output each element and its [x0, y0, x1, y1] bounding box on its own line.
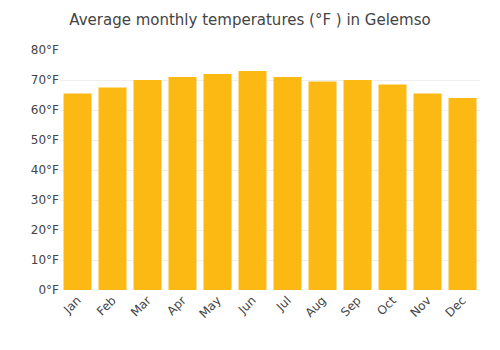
svg-text:Average monthly temperatures (: Average monthly temperatures (°F ) in Ge…: [69, 11, 430, 29]
svg-text:Apr: Apr: [164, 293, 189, 318]
svg-text:20°F: 20°F: [31, 223, 59, 237]
svg-text:60°F: 60°F: [31, 103, 59, 117]
svg-text:30°F: 30°F: [31, 193, 59, 207]
svg-text:50°F: 50°F: [31, 133, 59, 147]
svg-text:Jul: Jul: [273, 293, 294, 314]
svg-text:40°F: 40°F: [31, 163, 59, 177]
svg-text:10°F: 10°F: [31, 253, 59, 267]
svg-text:Oct: Oct: [374, 293, 399, 318]
svg-text:May: May: [196, 293, 223, 320]
svg-text:70°F: 70°F: [31, 73, 59, 87]
svg-text:Jun: Jun: [235, 293, 259, 317]
svg-text:0°F: 0°F: [38, 283, 59, 297]
svg-text:Jan: Jan: [60, 293, 84, 317]
svg-text:Feb: Feb: [94, 293, 119, 318]
svg-text:Nov: Nov: [407, 293, 433, 319]
svg-text:80°F: 80°F: [31, 43, 59, 57]
svg-text:Mar: Mar: [128, 293, 154, 319]
svg-text:Sep: Sep: [338, 293, 364, 319]
svg-text:Dec: Dec: [443, 293, 469, 319]
svg-text:Aug: Aug: [302, 293, 328, 319]
